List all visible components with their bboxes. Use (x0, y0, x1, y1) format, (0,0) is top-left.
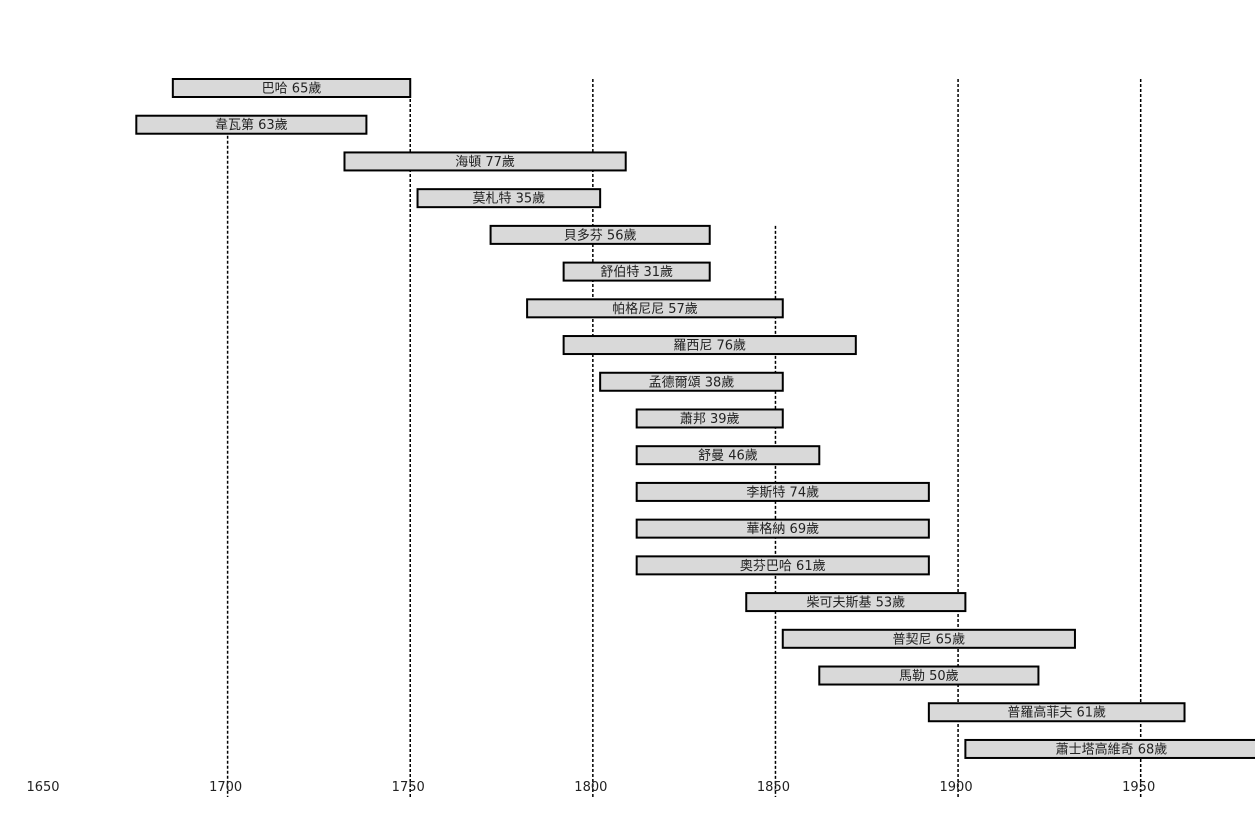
x-tick-label: 1900 (940, 780, 973, 795)
bar-label: 羅西尼 76歲 (673, 339, 746, 354)
bar (781, 628, 1076, 649)
bar-label: 奧芬巴哈 61歲 (740, 559, 826, 574)
bar-row: 奧芬巴哈 61歲 (635, 555, 930, 576)
bar-label: 舒伯特 31歲 (600, 265, 673, 280)
bar-row: 舒曼 46歲 (635, 445, 821, 466)
bar-row: 舒伯特 31歲 (562, 261, 711, 282)
bar-label: 華格納 69歲 (746, 521, 819, 537)
bar (489, 224, 711, 245)
bar (818, 665, 1040, 686)
bar (135, 114, 368, 135)
bar-row: 海頓 77歲 (343, 151, 627, 172)
bar (526, 298, 784, 319)
bar-label: 馬勒 50歲 (899, 669, 959, 684)
bar (635, 481, 930, 502)
bar-label: 普羅高菲夫 61歲 (1007, 705, 1106, 721)
bar-label: 海頓 77歲 (455, 155, 515, 170)
bar (964, 738, 1255, 759)
bar-label: 貝多芬 56歲 (564, 227, 637, 243)
bar-label: 莫札特 35歲 (472, 192, 545, 207)
bar (745, 592, 967, 613)
bar (599, 371, 784, 392)
bar (171, 78, 412, 98)
bar-row: 馬勒 50歲 (818, 665, 1040, 686)
bar-row: 貝多芬 56歲 (489, 224, 711, 245)
bar (927, 702, 1186, 723)
x-tick-label: 1750 (392, 780, 425, 795)
x-tick-label: 1800 (574, 780, 607, 795)
bar-label: 柴可夫斯基 53歲 (806, 596, 905, 611)
bar-label: 李斯特 74歲 (746, 485, 819, 500)
bar (635, 408, 784, 429)
bar-row: 華格納 69歲 (635, 518, 930, 539)
bar-row: 羅西尼 76歲 (562, 335, 857, 356)
gridlines (226, 79, 1142, 797)
x-tick-label: 1650 (26, 780, 59, 795)
bar-row: 莫札特 35歲 (416, 188, 602, 209)
bar-row: 蕭士塔高維奇 68歲 (964, 738, 1255, 759)
bar-label: 蕭邦 39歲 (680, 412, 740, 427)
bar (562, 261, 711, 282)
bar-row: 李斯特 74歲 (635, 481, 930, 502)
bar-label: 蕭士塔高維奇 68歲 (1056, 741, 1168, 757)
x-tick-label: 1950 (1122, 780, 1155, 795)
bar-label: 巴哈 65歲 (262, 82, 322, 97)
bar-row: 普羅高菲夫 61歲 (927, 702, 1186, 723)
bar (635, 445, 821, 466)
bar-label: 舒曼 46歲 (698, 449, 758, 464)
bar (635, 518, 930, 539)
bar-label: 帕格尼尼 57歲 (612, 301, 698, 317)
x-tick-label: 1700 (209, 780, 242, 795)
bar-row: 普契尼 65歲 (781, 628, 1076, 649)
bar-row: 巴哈 65歲 (171, 78, 412, 98)
bar-row: 孟德爾頌 38歲 (599, 371, 784, 392)
bar (635, 555, 930, 576)
bar-row: 韋瓦第 63歲 (135, 114, 368, 135)
bar-label: 孟德爾頌 38歲 (649, 375, 735, 390)
bar-row: 蕭邦 39歲 (635, 408, 784, 429)
bar-row: 柴可夫斯基 53歲 (745, 592, 967, 613)
bar (343, 151, 627, 172)
bar (416, 188, 602, 209)
bar (562, 335, 857, 356)
bar-label: 普契尼 65歲 (893, 632, 966, 647)
bar-row: 帕格尼尼 57歲 (526, 298, 784, 319)
x-axis-ticks: 1650 1700 1750 1800 1850 1900 1950 (26, 780, 1155, 795)
bar-label: 韋瓦第 63歲 (215, 118, 288, 133)
x-tick-label: 1850 (757, 780, 790, 795)
